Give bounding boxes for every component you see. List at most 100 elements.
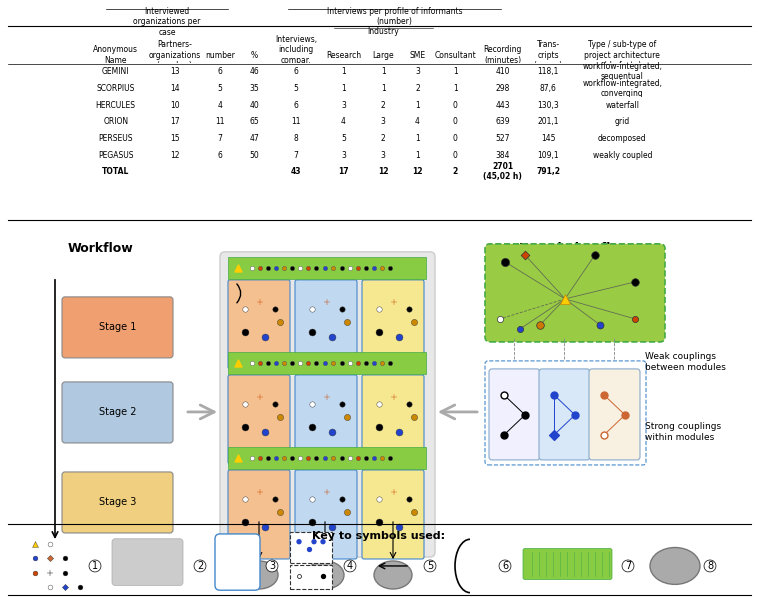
Point xyxy=(262,453,274,463)
Text: Interviewed
organizations per
case: Interviewed organizations per case xyxy=(134,7,200,36)
Point xyxy=(262,358,274,368)
Point xyxy=(368,263,380,273)
Point xyxy=(59,583,71,592)
Point xyxy=(393,522,405,532)
Point xyxy=(59,568,71,577)
Text: Stage 2: Stage 2 xyxy=(99,407,137,417)
Point xyxy=(270,263,282,273)
FancyBboxPatch shape xyxy=(228,352,426,374)
FancyBboxPatch shape xyxy=(489,369,540,460)
FancyArrowPatch shape xyxy=(187,405,214,419)
Text: 4: 4 xyxy=(347,561,353,571)
Point xyxy=(498,390,510,400)
Point xyxy=(344,263,356,273)
Point xyxy=(259,522,271,532)
Point xyxy=(499,257,511,267)
Point xyxy=(373,304,385,313)
Point xyxy=(519,410,531,420)
Point xyxy=(376,453,388,463)
Point xyxy=(360,358,372,368)
Point xyxy=(598,390,610,400)
Point xyxy=(239,517,251,527)
Text: 8: 8 xyxy=(707,561,713,571)
Point xyxy=(376,263,388,273)
Point xyxy=(317,571,329,580)
Point xyxy=(274,412,286,421)
Point xyxy=(403,399,415,409)
FancyBboxPatch shape xyxy=(112,538,183,585)
Point xyxy=(29,539,41,549)
Text: Stage 1: Stage 1 xyxy=(99,322,136,332)
Point xyxy=(336,399,348,409)
Point xyxy=(629,314,641,324)
Ellipse shape xyxy=(374,561,412,589)
Point xyxy=(246,358,258,368)
Point xyxy=(589,250,601,260)
Point xyxy=(293,571,305,580)
Point xyxy=(294,358,306,368)
Point xyxy=(59,553,71,563)
Text: Industry: Industry xyxy=(367,27,399,36)
Text: 1: 1 xyxy=(92,561,98,571)
FancyBboxPatch shape xyxy=(362,375,424,464)
FancyBboxPatch shape xyxy=(295,280,357,369)
Point xyxy=(344,453,356,463)
Point xyxy=(548,430,560,440)
Point xyxy=(393,332,405,341)
Point xyxy=(336,494,348,504)
Point xyxy=(619,410,631,420)
Point xyxy=(269,494,281,504)
Point xyxy=(232,453,244,463)
Ellipse shape xyxy=(650,547,700,584)
Text: Workflow: Workflow xyxy=(67,242,133,255)
Point xyxy=(270,358,282,368)
Point xyxy=(310,358,322,368)
Point xyxy=(310,453,322,463)
Point xyxy=(352,358,364,368)
Point xyxy=(368,358,380,368)
Text: 3: 3 xyxy=(269,561,275,571)
Point xyxy=(246,263,258,273)
FancyBboxPatch shape xyxy=(362,280,424,369)
Point xyxy=(336,304,348,313)
Point xyxy=(232,358,244,368)
Point xyxy=(44,553,56,563)
Text: Weak couplings
between modules: Weak couplings between modules xyxy=(645,352,726,371)
Point xyxy=(403,304,415,313)
Point xyxy=(306,517,318,527)
Point xyxy=(341,317,353,327)
Point xyxy=(259,332,271,341)
Point xyxy=(239,304,251,313)
FancyBboxPatch shape xyxy=(62,382,173,443)
Text: 5: 5 xyxy=(427,561,433,571)
Point xyxy=(308,537,320,546)
Point xyxy=(373,327,385,337)
Point xyxy=(326,332,338,341)
FancyBboxPatch shape xyxy=(228,447,426,469)
FancyBboxPatch shape xyxy=(220,252,435,557)
Point xyxy=(286,263,298,273)
FancyBboxPatch shape xyxy=(228,257,426,279)
Text: 2: 2 xyxy=(197,561,203,571)
Point xyxy=(278,453,290,463)
Point xyxy=(519,250,531,260)
Point xyxy=(368,453,380,463)
Point xyxy=(44,568,56,577)
Point xyxy=(294,263,306,273)
FancyBboxPatch shape xyxy=(290,532,332,563)
Point xyxy=(239,494,251,504)
Point xyxy=(278,358,290,368)
Point xyxy=(344,358,356,368)
Point xyxy=(306,494,318,504)
FancyBboxPatch shape xyxy=(62,297,173,358)
Point xyxy=(44,539,56,549)
Point xyxy=(534,320,546,330)
Point xyxy=(598,430,610,440)
Point xyxy=(319,358,331,368)
Point xyxy=(384,453,396,463)
FancyBboxPatch shape xyxy=(589,369,640,460)
Point xyxy=(239,399,251,409)
Point xyxy=(408,507,420,517)
Point xyxy=(360,453,372,463)
Point xyxy=(319,453,331,463)
